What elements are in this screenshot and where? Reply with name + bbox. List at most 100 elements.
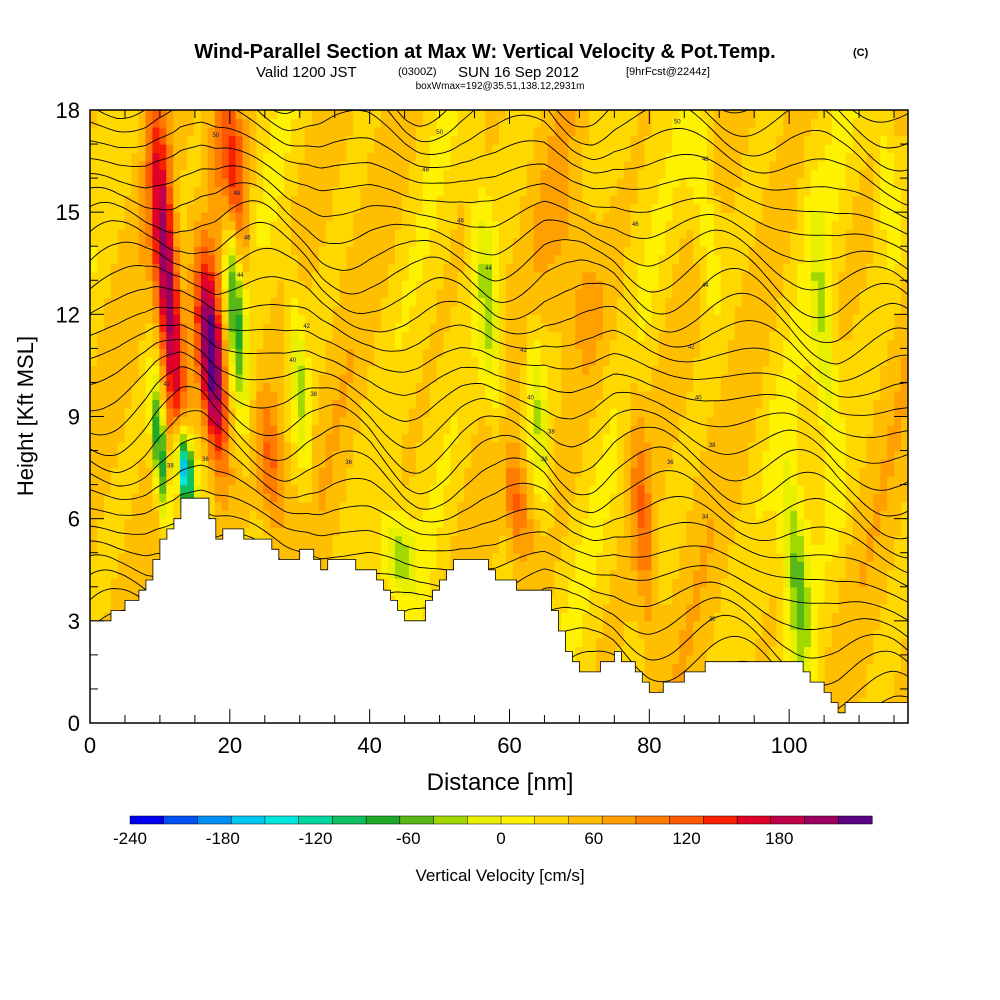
velocity-cell (166, 314, 174, 324)
velocity-cell (485, 186, 493, 196)
velocity-cell (388, 254, 396, 264)
velocity-cell (214, 390, 223, 401)
velocity-cell (284, 501, 292, 511)
velocity-cell (311, 237, 320, 247)
velocity-cell (429, 425, 438, 435)
velocity-cell (429, 433, 438, 443)
velocity-cell (117, 390, 126, 401)
velocity-cell (471, 484, 479, 494)
velocity-cell (339, 322, 348, 332)
velocity-cell (90, 271, 98, 281)
velocity-cell (443, 161, 452, 171)
velocity-cell (547, 501, 556, 511)
velocity-cell (103, 484, 112, 494)
velocity-cell (478, 544, 486, 554)
velocity-cell (519, 484, 528, 494)
velocity-cell (457, 501, 465, 511)
velocity-cell (505, 501, 514, 511)
velocity-cell (200, 416, 209, 426)
velocity-cell (478, 237, 486, 247)
velocity-cell (235, 356, 244, 367)
velocity-cell (187, 178, 195, 188)
velocity-cell (332, 339, 341, 349)
velocity-cell (478, 271, 486, 281)
velocity-cell (554, 382, 562, 392)
velocity-cell (395, 603, 403, 613)
velocity-cell (436, 552, 445, 562)
velocity-cell (526, 578, 535, 588)
velocity-cell (277, 510, 285, 520)
velocity-cell (464, 442, 472, 452)
velocity-cell (436, 288, 445, 298)
velocity-cell (478, 195, 486, 205)
velocity-cell (436, 297, 445, 307)
velocity-cell (499, 450, 507, 460)
velocity-cell (471, 459, 479, 469)
velocity-cell (492, 442, 500, 452)
velocity-cell (291, 382, 299, 392)
velocity-cell (526, 501, 535, 511)
velocity-cell (478, 442, 486, 452)
velocity-cell (325, 510, 334, 520)
velocity-cell (457, 314, 465, 324)
velocity-cell (401, 510, 410, 520)
velocity-cell (270, 331, 278, 341)
velocity-cell (561, 280, 569, 290)
velocity-cell (512, 220, 521, 230)
velocity-cell (110, 186, 119, 196)
velocity-cell (249, 348, 257, 358)
velocity-cell (401, 501, 410, 511)
velocity-cell (381, 356, 389, 367)
velocity-cell (547, 467, 556, 477)
velocity-cell (499, 135, 507, 145)
velocity-cell (450, 229, 458, 239)
velocity-cell (471, 212, 479, 222)
velocity-cell (360, 382, 368, 392)
velocity-cell (138, 237, 147, 247)
velocity-cell (214, 297, 223, 307)
velocity-cell (145, 169, 153, 179)
velocity-cell (450, 203, 458, 213)
velocity-cell (221, 186, 230, 196)
velocity-cell (554, 169, 562, 179)
velocity-cell (485, 467, 493, 477)
velocity-cell (415, 339, 424, 349)
velocity-cell (485, 544, 493, 554)
velocity-cell (304, 161, 313, 171)
velocity-cell (478, 339, 486, 349)
velocity-cell (152, 314, 160, 324)
velocity-cell (318, 373, 327, 384)
velocity-cell (110, 365, 119, 375)
velocity-cell (395, 442, 403, 452)
velocity-cell (526, 127, 535, 137)
velocity-cell (103, 110, 112, 120)
velocity-cell (401, 535, 410, 545)
velocity-cell (540, 254, 549, 264)
velocity-cell (270, 220, 278, 230)
velocity-cell (117, 425, 126, 435)
velocity-cell (256, 271, 264, 281)
velocity-cell (339, 399, 348, 409)
velocity-cell (124, 203, 133, 213)
velocity-cell (408, 186, 417, 196)
velocity-cell (388, 484, 396, 494)
velocity-cell (284, 280, 292, 290)
velocity-cell (547, 305, 556, 315)
velocity-cell (381, 373, 389, 384)
velocity-cell (124, 220, 133, 230)
velocity-cell (131, 212, 140, 222)
velocity-cell (429, 569, 438, 579)
velocity-cell (367, 135, 375, 145)
velocity-cell (339, 331, 348, 341)
velocity-cell (332, 237, 341, 247)
velocity-cell (332, 416, 341, 426)
velocity-cell (152, 476, 160, 486)
velocity-cell (360, 152, 368, 162)
velocity-cell (131, 305, 140, 315)
velocity-cell (547, 535, 556, 545)
velocity-cell (96, 493, 105, 503)
velocity-cell (235, 152, 244, 162)
velocity-cell (332, 484, 341, 494)
velocity-cell (478, 305, 486, 315)
velocity-cell (443, 331, 452, 341)
